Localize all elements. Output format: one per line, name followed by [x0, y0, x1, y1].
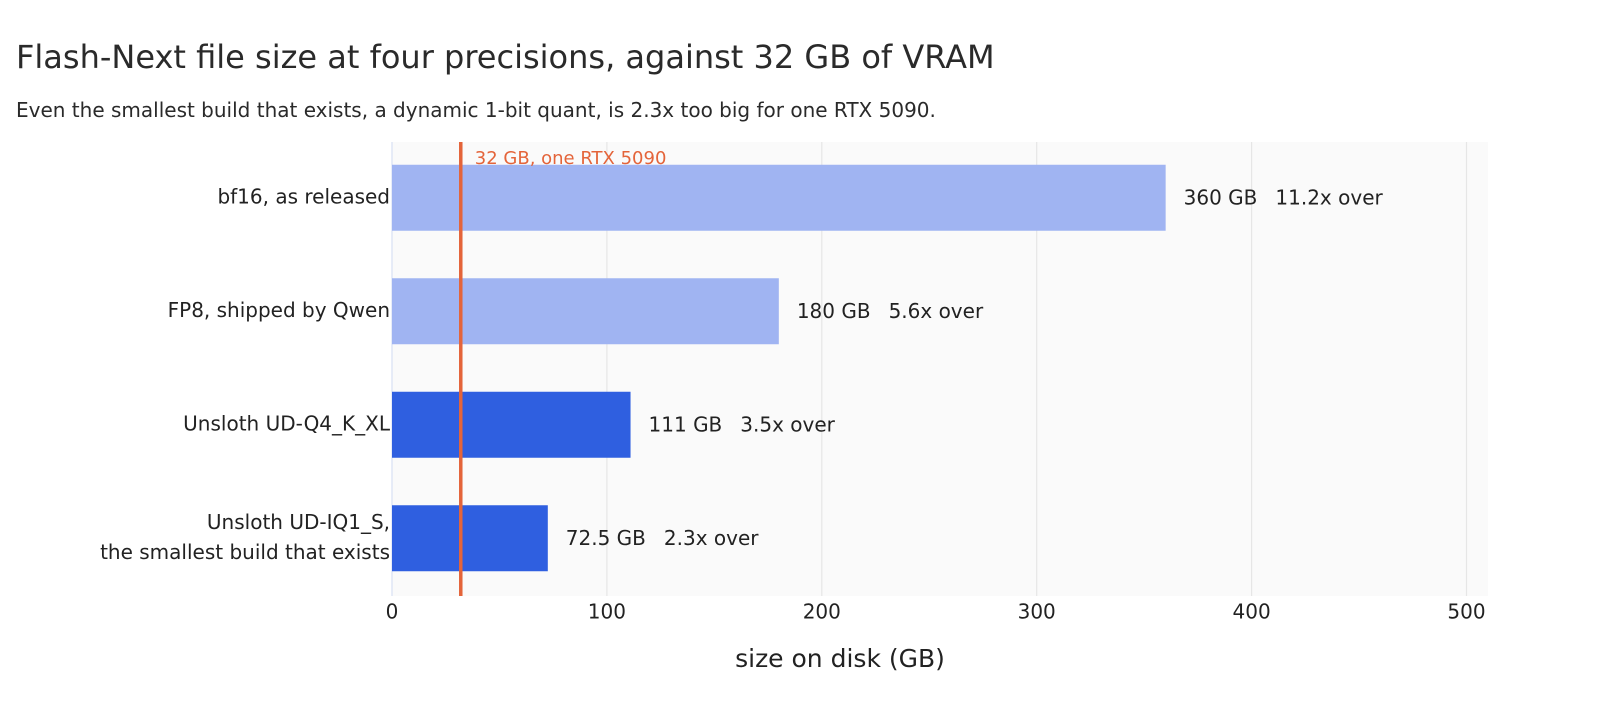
value-label: 180 GB	[797, 299, 871, 323]
chart-title: Flash-Next file size at four precisions,…	[16, 38, 995, 76]
bar	[392, 391, 631, 458]
bar	[392, 505, 548, 572]
x-tick-label: 0	[386, 600, 399, 624]
x-tick-label: 400	[1233, 600, 1271, 624]
ratio-label: 2.3x over	[664, 526, 759, 550]
x-tick-label: 300	[1018, 600, 1056, 624]
bar	[392, 164, 1166, 231]
x-tick-label: 100	[588, 600, 626, 624]
x-axis-label: size on disk (GB)	[735, 644, 945, 673]
vram-reference-label: 32 GB, one RTX 5090	[475, 148, 667, 169]
x-tick-label: 200	[803, 600, 841, 624]
bar	[392, 278, 779, 345]
ratio-label: 11.2x over	[1275, 185, 1383, 209]
value-label: 111 GB	[649, 412, 723, 436]
category-label: Unsloth UD-Q4_K_XL	[183, 411, 391, 435]
category-label: FP8, shipped by Qwen	[168, 298, 390, 322]
category-label: the smallest build that exists	[100, 540, 390, 564]
category-label: bf16, as released	[217, 184, 390, 208]
value-label: 72.5 GB	[566, 526, 646, 550]
category-label: Unsloth UD-IQ1_S,	[207, 510, 390, 534]
x-tick-label: 500	[1447, 600, 1485, 624]
ratio-label: 3.5x over	[740, 412, 835, 436]
value-label: 360 GB	[1184, 185, 1258, 209]
ratio-label: 5.6x over	[889, 299, 984, 323]
chart-subtitle: Even the smallest build that exists, a d…	[16, 98, 936, 122]
